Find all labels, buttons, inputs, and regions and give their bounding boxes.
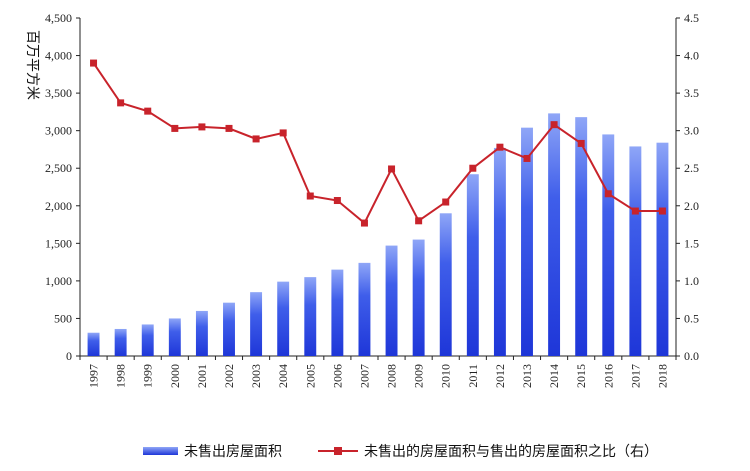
- bar: [168, 318, 181, 356]
- x-tick-label: 2010: [439, 364, 453, 388]
- x-tick-label: 2013: [520, 364, 534, 388]
- bar: [521, 127, 533, 356]
- left-axis: 0 500 1,000 1,500 2,000 2,500 3,000 3,500 4,000 4…: [45, 11, 81, 363]
- x-tick-label: 2004: [276, 364, 290, 388]
- bar: [466, 174, 479, 356]
- x-tick-label: 2002: [222, 364, 236, 388]
- legend-line-swatch: [318, 447, 358, 455]
- left-tick-label: 3,000: [45, 124, 72, 138]
- bar: [575, 117, 588, 356]
- x-tick-label: 2000: [168, 364, 182, 388]
- line-marker: [333, 197, 341, 205]
- line-marker: [523, 154, 531, 162]
- line-marker: [171, 124, 179, 132]
- right-tick-label: 3.5: [684, 86, 699, 100]
- line-marker: [442, 198, 450, 206]
- x-tick-label: 1999: [141, 364, 155, 388]
- y-axis-label: 百万平方米: [24, 30, 40, 100]
- x-tick-label: 2008: [385, 364, 399, 388]
- bar: [114, 328, 127, 356]
- line-marker: [90, 59, 98, 67]
- line-marker: [306, 192, 314, 200]
- x-tick-label: 2003: [249, 364, 263, 388]
- right-tick-label: 0.0: [684, 349, 699, 363]
- x-tick-label: 2017: [628, 364, 642, 388]
- bar: [358, 262, 371, 356]
- line-marker: [252, 135, 260, 143]
- right-tick-label: 1.0: [684, 274, 699, 288]
- x-tick-label: 2006: [330, 364, 344, 388]
- left-tick-label: 4,000: [45, 49, 72, 63]
- right-tick-label: 2.5: [684, 161, 699, 175]
- bar: [385, 245, 398, 356]
- ratio-line: [92, 62, 663, 225]
- bar: [602, 134, 615, 356]
- left-tick-label: 0: [66, 349, 72, 363]
- left-tick-label: 1,500: [45, 236, 72, 250]
- legend-bar-label: 未售出房屋面积: [184, 444, 282, 460]
- line-marker: [577, 139, 585, 147]
- line-series: [90, 59, 666, 227]
- x-tick-label: 1998: [114, 364, 128, 388]
- line-marker: [469, 164, 477, 172]
- bar: [656, 142, 669, 356]
- bar: [195, 310, 208, 356]
- x-tick-label: 1997: [87, 364, 101, 388]
- x-tick-label: 2018: [655, 364, 669, 388]
- line-marker: [360, 219, 368, 227]
- x-tick-label: 2012: [493, 364, 507, 388]
- line-marker: [144, 107, 152, 115]
- right-axis: 0.0 0.5 1.0 1.5 2.0 2.5 3.0 3.5 4.0 4.5: [675, 11, 699, 363]
- bar: [304, 277, 317, 356]
- bar: [629, 146, 642, 356]
- x-tick-label: 2009: [412, 364, 426, 388]
- line-marker: [279, 129, 287, 137]
- x-tick-label: 2011: [466, 364, 480, 388]
- left-tick-label: 3,500: [45, 86, 72, 100]
- bar: [250, 292, 263, 356]
- right-tick-label: 2.0: [684, 199, 699, 213]
- bar-series: [87, 113, 669, 356]
- x-tick-label: 2014: [547, 364, 561, 388]
- line-marker: [631, 207, 639, 215]
- bar: [277, 281, 290, 356]
- line-marker: [225, 124, 233, 132]
- line-marker: [415, 217, 423, 225]
- line-marker: [117, 99, 125, 107]
- line-marker: [388, 165, 396, 173]
- left-tick-label: 1,000: [45, 274, 72, 288]
- right-tick-label: 1.5: [684, 236, 699, 250]
- bar: [87, 332, 100, 356]
- x-tick-label: 2016: [601, 364, 615, 388]
- right-tick-label: 0.5: [684, 311, 699, 325]
- x-tick-label: 2005: [303, 364, 317, 388]
- left-tick-label: 2,000: [45, 199, 72, 213]
- bar: [412, 239, 425, 356]
- x-tick-label: 2001: [195, 364, 209, 388]
- bar: [331, 269, 344, 356]
- legend-line-label: 未售出的房屋面积与售出的房屋面积之比（右）: [364, 444, 658, 460]
- line-marker: [198, 123, 206, 131]
- right-tick-label: 3.0: [684, 124, 699, 138]
- line-marker: [496, 143, 504, 151]
- line-marker: [550, 121, 558, 129]
- bar: [439, 213, 452, 356]
- right-tick-label: 4.0: [684, 49, 699, 63]
- right-tick-label: 4.5: [684, 11, 699, 25]
- bar: [548, 113, 561, 356]
- left-tick-label: 2,500: [45, 161, 72, 175]
- left-tick-label: 500: [54, 311, 72, 325]
- x-tick-label: 2015: [574, 364, 588, 388]
- bar: [223, 302, 235, 356]
- line-marker: [658, 207, 666, 215]
- x-tick-label: 2007: [357, 364, 371, 388]
- legend: 未售出房屋面积 未售出的房屋面积与售出的房屋面积之比（右）: [143, 444, 658, 460]
- left-tick-label: 4,500: [45, 11, 72, 25]
- line-marker: [604, 190, 612, 198]
- x-axis: 1997 1998 1999 2000 2001 2002 2003 2004 2005 2006…: [79, 355, 677, 388]
- bar: [493, 147, 506, 356]
- bar: [141, 324, 154, 356]
- legend-bar-swatch: [143, 447, 178, 455]
